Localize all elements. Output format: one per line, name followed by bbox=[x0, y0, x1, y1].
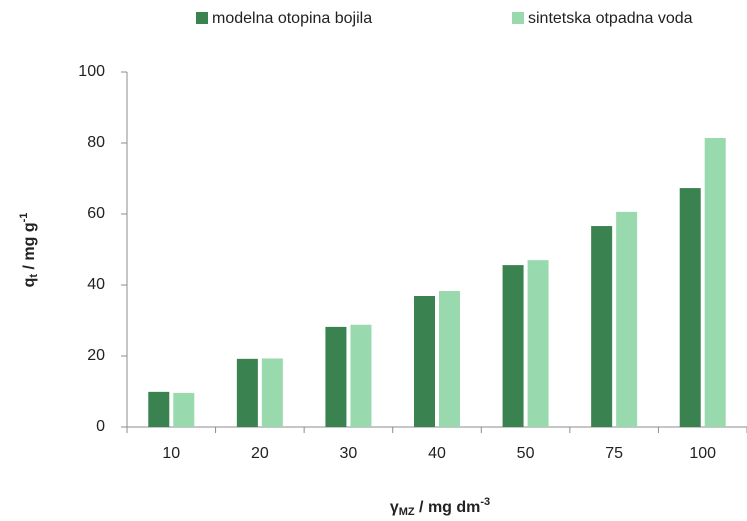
x-label-base: γ bbox=[390, 499, 399, 516]
bar bbox=[261, 358, 283, 427]
x-tick-label: 30 bbox=[340, 445, 358, 462]
x-axis-label: γMZ / mg dm-3 bbox=[390, 496, 490, 518]
x-tick-label: 100 bbox=[689, 445, 716, 462]
x-label-text: / mg dm bbox=[415, 499, 481, 516]
x-label-sub: MZ bbox=[399, 506, 415, 518]
legend-swatch bbox=[196, 12, 208, 24]
x-tick-label: 10 bbox=[162, 445, 180, 462]
x-label-sup: -3 bbox=[480, 496, 490, 508]
bar bbox=[679, 188, 701, 427]
y-axis-label: qt / mg g-1 bbox=[18, 213, 40, 288]
y-tick-label: 0 bbox=[96, 418, 105, 435]
x-tick-label: 50 bbox=[517, 445, 535, 462]
y-tick-label: 40 bbox=[87, 276, 105, 293]
bar bbox=[439, 291, 460, 427]
x-tick-label: 40 bbox=[428, 445, 446, 462]
bar bbox=[502, 265, 524, 427]
legend-label: modelna otopina bojila bbox=[212, 10, 372, 27]
legend-label: sintetska otpadna voda bbox=[528, 10, 693, 27]
y-label-sub: t bbox=[28, 274, 40, 278]
bar bbox=[591, 226, 613, 427]
legend-swatch bbox=[512, 12, 524, 24]
y-tick-label: 60 bbox=[87, 205, 105, 222]
bar bbox=[527, 260, 549, 427]
y-label-text: / mg g bbox=[21, 222, 38, 274]
y-tick-label: 20 bbox=[87, 347, 105, 364]
bar bbox=[616, 211, 638, 427]
bar bbox=[148, 391, 170, 427]
y-tick-label: 80 bbox=[87, 134, 105, 151]
y-tick-label: 100 bbox=[78, 63, 105, 80]
x-tick-label: 20 bbox=[251, 445, 269, 462]
y-label-sup: -1 bbox=[18, 213, 30, 223]
bar bbox=[325, 326, 347, 427]
bar bbox=[236, 358, 258, 427]
y-label-base: q bbox=[21, 278, 38, 288]
bar bbox=[173, 392, 195, 427]
bar bbox=[704, 138, 726, 427]
bar bbox=[414, 296, 435, 427]
x-tick-label: 75 bbox=[605, 445, 623, 462]
bar bbox=[350, 324, 372, 427]
